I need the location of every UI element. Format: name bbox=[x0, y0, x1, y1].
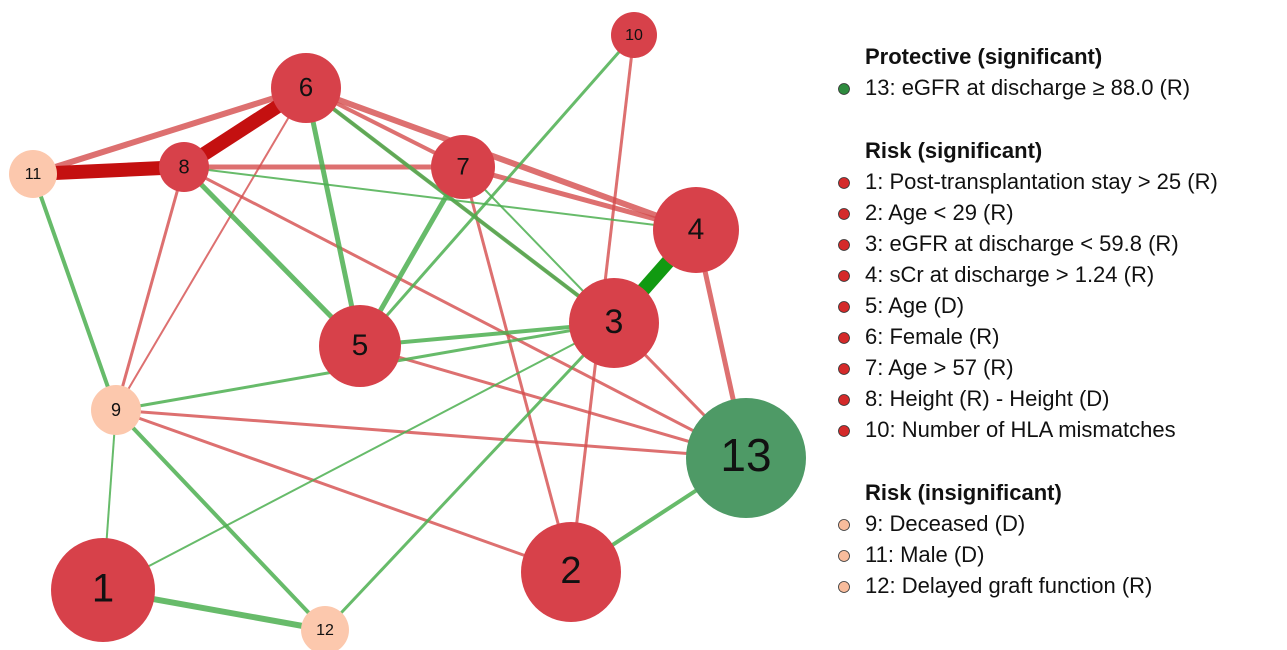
legend-dot bbox=[838, 581, 850, 593]
edge bbox=[323, 321, 616, 632]
node bbox=[431, 135, 495, 199]
legend-dot bbox=[838, 301, 850, 313]
edge bbox=[358, 34, 636, 347]
edge bbox=[115, 87, 307, 411]
node bbox=[301, 606, 349, 650]
node-label: 9 bbox=[111, 400, 121, 420]
legend-item: 8: Height (R) - Height (D) bbox=[865, 386, 1110, 411]
legend-dot bbox=[838, 519, 850, 531]
legend-item: 10: Number of HLA mismatches bbox=[865, 417, 1176, 442]
legend-dot bbox=[838, 363, 850, 375]
edge bbox=[183, 165, 747, 460]
legend-dot bbox=[838, 550, 850, 562]
legend-item: 1: Post-transplantation stay > 25 (R) bbox=[865, 169, 1218, 194]
legend-item: 5: Age (D) bbox=[865, 293, 964, 318]
edge bbox=[183, 166, 697, 231]
legend-dot bbox=[838, 83, 850, 95]
legend-item: 3: eGFR at discharge < 59.8 (R) bbox=[865, 231, 1179, 256]
legend-item: 7: Age > 57 (R) bbox=[865, 355, 1014, 380]
edge bbox=[32, 85, 307, 177]
node bbox=[159, 142, 209, 192]
legend-heading: Risk (insignificant) bbox=[865, 480, 1062, 505]
legend-heading: Protective (significant) bbox=[865, 44, 1102, 69]
edge bbox=[114, 408, 327, 632]
legend-dot bbox=[838, 177, 850, 189]
node-label: 7 bbox=[456, 153, 469, 180]
legend-item: 13: eGFR at discharge ≥ 88.0 (R) bbox=[865, 75, 1190, 100]
node-label: 2 bbox=[560, 550, 581, 592]
edge bbox=[304, 85, 698, 233]
node bbox=[521, 522, 621, 622]
legend-item: 6: Female (R) bbox=[865, 324, 999, 349]
node bbox=[611, 12, 657, 58]
edge bbox=[359, 344, 747, 460]
edge bbox=[461, 166, 573, 573]
node-label: 12 bbox=[316, 622, 334, 639]
legend-item: 4: sCr at discharge > 1.24 (R) bbox=[865, 262, 1154, 287]
legend-dot bbox=[838, 425, 850, 437]
legend-dot bbox=[838, 208, 850, 220]
node-label: 4 bbox=[688, 213, 705, 246]
edge bbox=[32, 160, 185, 181]
edge bbox=[102, 322, 615, 591]
node-label: 1 bbox=[92, 567, 114, 611]
legend-heading: Risk (significant) bbox=[865, 138, 1042, 163]
node-label: 11 bbox=[25, 166, 42, 183]
node bbox=[9, 150, 57, 198]
node bbox=[653, 187, 739, 273]
node-label: 3 bbox=[605, 303, 624, 341]
edge bbox=[182, 165, 362, 348]
legend-dot bbox=[838, 270, 850, 282]
edge bbox=[114, 166, 186, 411]
legend-item: 12: Delayed graft function (R) bbox=[865, 573, 1152, 598]
legend: Protective (significant) 13: eGFR at disc… bbox=[838, 44, 1218, 598]
edge bbox=[304, 86, 616, 325]
edge bbox=[31, 173, 118, 411]
edge bbox=[115, 408, 747, 460]
node-label: 13 bbox=[720, 429, 771, 481]
edge bbox=[303, 87, 363, 347]
legend-dot bbox=[838, 239, 850, 251]
legend-dot bbox=[838, 394, 850, 406]
legend-dot bbox=[838, 332, 850, 344]
node bbox=[271, 53, 341, 123]
node bbox=[319, 305, 401, 387]
legend-item: 11: Male (D) bbox=[865, 542, 984, 567]
legend-item: 9: Deceased (D) bbox=[865, 511, 1025, 536]
node-label: 10 bbox=[625, 27, 643, 44]
node bbox=[91, 385, 141, 435]
edge bbox=[115, 408, 572, 574]
node bbox=[51, 538, 155, 642]
node-label: 6 bbox=[299, 72, 313, 102]
node bbox=[686, 398, 806, 518]
node-label: 5 bbox=[352, 329, 369, 362]
legend-item: 2: Age < 29 (R) bbox=[865, 200, 1014, 225]
node bbox=[569, 278, 659, 368]
node-label: 8 bbox=[178, 156, 189, 178]
